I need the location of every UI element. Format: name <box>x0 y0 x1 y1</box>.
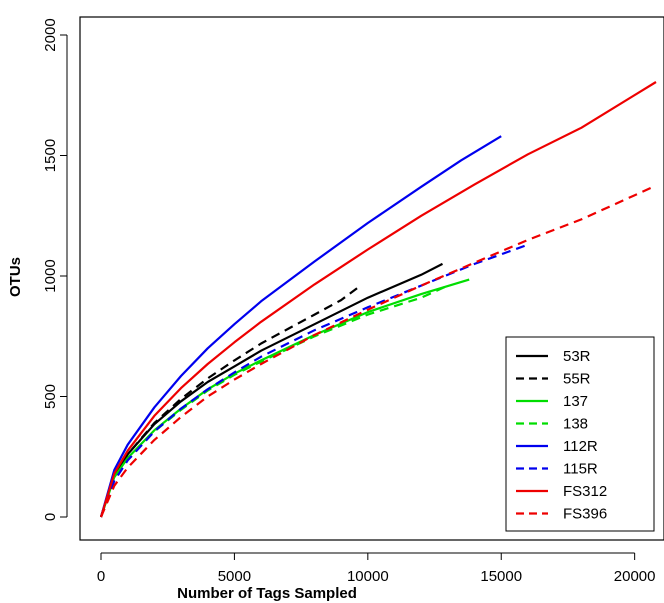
y-axis: 0 500 1000 1500 2000 <box>42 18 68 521</box>
y-tick-label: 2000 <box>42 18 59 51</box>
x-tick-label: 20000 <box>614 568 656 585</box>
x-tick-label: 5000 <box>218 568 251 585</box>
legend-label-138: 138 <box>563 416 588 433</box>
x-tick-label: 15000 <box>480 568 522 585</box>
series-line-53R <box>99 262 444 518</box>
x-axis-title: Number of Tags Sampled <box>177 585 357 602</box>
legend-label-112R: 112R <box>563 438 598 455</box>
legend-label-115R: 115R <box>563 461 598 478</box>
y-tick-label: 0 <box>42 513 59 521</box>
series-line-112R <box>99 135 502 518</box>
y-tick-label: 500 <box>42 384 59 409</box>
y-tick-label: 1000 <box>42 259 59 292</box>
series-line-115R <box>99 243 529 518</box>
plot-frame <box>79 16 664 541</box>
series-layer <box>99 81 657 518</box>
legend-label-53R: 53R <box>563 348 591 365</box>
legend-label-137: 137 <box>563 393 588 410</box>
series-line-137 <box>99 278 470 518</box>
y-axis-title: OTUs <box>7 257 24 297</box>
x-tick-label: 0 <box>97 568 105 585</box>
series-line-55R <box>99 287 358 518</box>
y-tick-label: 1500 <box>42 139 59 172</box>
legend-label-FS312: FS312 <box>563 483 607 500</box>
series-line-138 <box>99 284 449 518</box>
legend-label-FS396: FS396 <box>563 506 607 523</box>
series-line-FS396 <box>99 184 657 518</box>
x-tick-label: 10000 <box>347 568 389 585</box>
legend-label-55R: 55R <box>563 371 591 388</box>
legend: 53R 55R 137 138 112R 115R FS312 FS396 <box>505 336 655 532</box>
series-line-FS312 <box>99 81 657 518</box>
legend-box <box>505 336 655 532</box>
x-axis: 0 5000 10000 15000 20000 <box>97 552 656 585</box>
